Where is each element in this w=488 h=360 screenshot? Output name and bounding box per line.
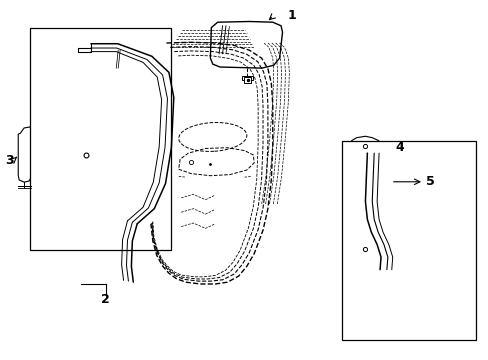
Text: 1: 1 <box>287 9 296 22</box>
Bar <box>341 140 475 339</box>
Bar <box>244 77 251 83</box>
Text: 2: 2 <box>101 293 110 306</box>
Bar <box>30 28 171 250</box>
Text: 5: 5 <box>426 175 434 188</box>
Bar <box>242 76 252 80</box>
Text: 3: 3 <box>5 154 14 167</box>
Text: 4: 4 <box>394 140 403 153</box>
